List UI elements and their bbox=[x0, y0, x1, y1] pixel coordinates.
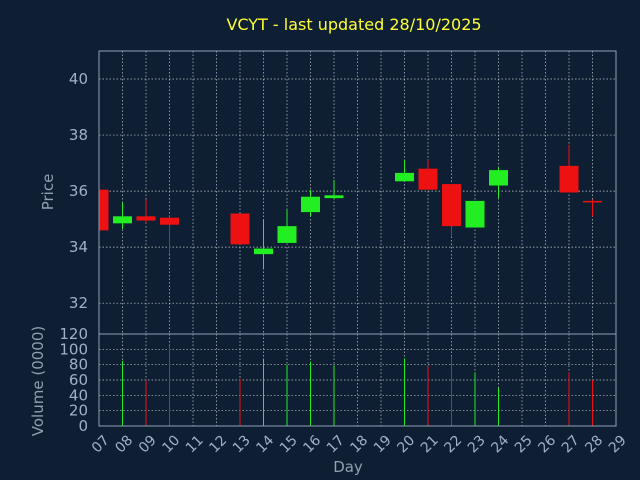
day-tick-label: 10 bbox=[159, 432, 183, 456]
candle-08 bbox=[113, 202, 132, 229]
day-tick-labels: 07 08 09 10 11 12 13 14 15 16 17 18 19 20 21 22 23 24 25 26… bbox=[89, 432, 630, 456]
candle-body bbox=[230, 213, 250, 245]
day-tick-label: 14 bbox=[253, 432, 277, 456]
candle-body bbox=[489, 170, 508, 186]
candle-28 bbox=[583, 199, 602, 217]
day-tick-label: 07 bbox=[89, 432, 113, 456]
candle-body bbox=[442, 184, 461, 227]
day-tick-label: 16 bbox=[300, 432, 324, 456]
volume-tick-label: 80 bbox=[69, 356, 88, 374]
day-tick-label: 28 bbox=[582, 432, 606, 456]
candle-10 bbox=[160, 216, 179, 255]
candle-21 bbox=[418, 160, 438, 190]
candle-body bbox=[583, 200, 602, 203]
candle-body bbox=[324, 195, 344, 199]
day-tick-label: 27 bbox=[559, 432, 583, 456]
volume-tick-label: 100 bbox=[59, 340, 88, 358]
day-tick-label: 29 bbox=[606, 432, 630, 456]
volume-tick-label: 40 bbox=[69, 386, 88, 404]
day-tick-label: 11 bbox=[183, 432, 207, 456]
candle-body bbox=[160, 217, 179, 225]
day-tick-label: 23 bbox=[465, 432, 489, 456]
price-tick-label: 32 bbox=[69, 294, 88, 312]
candle-body bbox=[559, 165, 579, 193]
candle-07 bbox=[98, 189, 109, 231]
day-tick-label: 26 bbox=[535, 432, 559, 456]
volume-series bbox=[122, 345, 593, 426]
candle-13 bbox=[230, 213, 250, 245]
candle-body bbox=[418, 168, 438, 190]
day-tick-label: 15 bbox=[277, 432, 301, 456]
volume-plot-frame bbox=[98, 333, 617, 427]
candle-24 bbox=[489, 167, 508, 199]
day-axis-label: Day bbox=[333, 458, 363, 476]
day-tick-label: 19 bbox=[371, 432, 395, 456]
candle-17 bbox=[324, 179, 344, 200]
day-tick-label: 08 bbox=[112, 432, 136, 456]
price-tick-label: 38 bbox=[69, 126, 88, 144]
candle-22 bbox=[442, 184, 461, 236]
day-tick-label: 12 bbox=[206, 432, 230, 456]
candle-body bbox=[395, 172, 414, 182]
candle-body bbox=[465, 200, 485, 228]
day-tick-label: 25 bbox=[512, 432, 536, 456]
price-tick-label: 36 bbox=[69, 182, 88, 200]
day-tick-label: 09 bbox=[136, 432, 160, 456]
candle-body bbox=[136, 216, 156, 221]
chart-title: VCYT - last updated 28/10/2025 bbox=[226, 15, 481, 34]
day-tick-label: 24 bbox=[488, 432, 512, 456]
candle-body bbox=[254, 248, 273, 255]
candle-23 bbox=[465, 200, 485, 228]
candle-15 bbox=[277, 209, 297, 243]
candle-27 bbox=[559, 144, 579, 193]
candle-09 bbox=[136, 199, 156, 224]
day-tick-label: 21 bbox=[418, 432, 442, 456]
day-tick-label: 17 bbox=[324, 432, 348, 456]
price-tick-labels: 32 34 36 38 40 bbox=[69, 70, 88, 312]
volume-tick-label: 120 bbox=[59, 325, 88, 343]
candle-body bbox=[277, 226, 297, 243]
volume-axis-label: Volume (0000) bbox=[29, 326, 47, 436]
day-tick-label: 18 bbox=[347, 432, 371, 456]
price-gridlines bbox=[99, 51, 616, 334]
volume-tick-label: 20 bbox=[69, 402, 88, 420]
candlestick-series bbox=[98, 144, 602, 269]
volume-gridlines bbox=[99, 334, 616, 426]
candle-body bbox=[113, 216, 132, 224]
day-tick-label: 22 bbox=[441, 432, 465, 456]
candle-body bbox=[99, 189, 109, 231]
candle-16 bbox=[301, 189, 320, 217]
day-tick-label: 20 bbox=[394, 432, 418, 456]
price-axis-label: Price bbox=[39, 174, 57, 211]
volume-tick-label: 0 bbox=[78, 417, 88, 435]
candle-body bbox=[301, 196, 320, 213]
price-tick-label: 34 bbox=[69, 238, 88, 256]
volume-tick-label: 60 bbox=[69, 371, 88, 389]
day-tick-label: 13 bbox=[230, 432, 254, 456]
candle-14 bbox=[254, 220, 273, 269]
price-tick-label: 40 bbox=[69, 70, 88, 88]
candle-20 bbox=[395, 160, 414, 182]
